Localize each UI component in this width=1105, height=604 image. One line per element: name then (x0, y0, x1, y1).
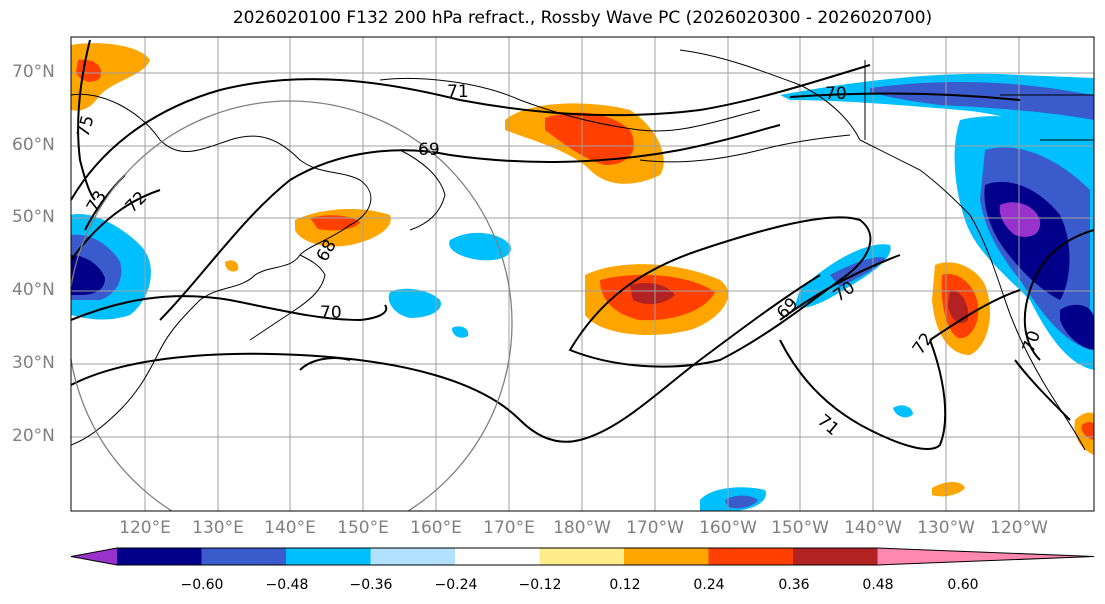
lon-label: 180°W (553, 518, 611, 538)
lat-label: 40°N (12, 280, 55, 300)
colorbar-extend-low (71, 548, 117, 565)
contour-na-2 (1014, 359, 1071, 421)
coast-asia (71, 93, 372, 446)
contour-na-1 (1023, 229, 1094, 361)
coast-canada-interior (864, 60, 1094, 141)
contour-label: 70 (825, 84, 847, 104)
shade-asia-nw (71, 43, 150, 111)
colorbar-segment (286, 548, 371, 565)
contour-72-west (71, 189, 161, 261)
lon-label: 120°E (119, 518, 171, 538)
lon-label: 120°W (990, 518, 1048, 538)
lon-label: 150°W (771, 518, 829, 538)
colorbar-tick-label: 0.48 (862, 577, 894, 593)
contour-label: 71 (447, 82, 469, 102)
colorbar-tick-label: −0.12 (518, 577, 562, 593)
colorbar-outline (70, 547, 1095, 566)
shade-japan-east-3 (452, 326, 469, 338)
contour-small-japan (299, 357, 351, 371)
contour-70-ne (789, 92, 1021, 101)
lat-label: 70°N (12, 62, 55, 82)
colorbar-tick-label: 0.12 (609, 577, 641, 593)
lat-label: 20°N (12, 426, 55, 446)
colorbar-tick-label: 0.36 (778, 577, 810, 593)
shade-ne-pac-dark (948, 290, 969, 324)
shade-na-north-dark (870, 82, 1094, 120)
lon-label: 170°E (483, 518, 535, 538)
contour-75 (77, 39, 96, 201)
shade-pac-south-dark (725, 495, 758, 509)
colorbar-tick-label: −0.60 (180, 577, 224, 593)
lon-label: 130°E (192, 518, 244, 538)
shade-asia-west-dark (71, 255, 105, 295)
contour-70-east (779, 254, 901, 321)
colorbar-tick-label: 0.24 (693, 577, 725, 593)
coast-kamchatka (399, 149, 446, 231)
colorbar-extend-high (877, 548, 1094, 565)
colorbar (70, 547, 1095, 566)
shade-ne-pac-small (932, 482, 965, 497)
graticule (71, 37, 1094, 511)
colorbar-segment (793, 548, 878, 565)
colorbar-segment (624, 548, 709, 565)
coast-alaska (679, 49, 971, 216)
lon-label: 150°E (337, 518, 389, 538)
lon-label: 170°W (626, 518, 684, 538)
coast-japan (249, 254, 326, 341)
colorbar-tick-label: 0.60 (947, 577, 979, 593)
contour-circle-south (71, 274, 821, 443)
contour-72-east (929, 289, 1021, 341)
lat-label: 50°N (12, 207, 55, 227)
shade-na-south (1060, 304, 1094, 350)
contour-71-east (779, 339, 947, 450)
colorbar-segment (539, 548, 625, 565)
coastlines (71, 49, 1094, 451)
contour-71-north (71, 64, 871, 201)
colorbar-segment (455, 548, 540, 565)
coast-na-west (969, 214, 1086, 451)
lon-label: 160°W (699, 518, 757, 538)
contours (71, 39, 1094, 450)
lat-label: 30°N (12, 353, 55, 373)
colorbar-tick-label: −0.48 (265, 577, 309, 593)
contour-70-west (71, 295, 388, 322)
lon-label: 140°E (264, 518, 316, 538)
colorbar-tick-label: −0.24 (434, 577, 478, 593)
reference-circle (71, 100, 513, 511)
shade-na-core (999, 202, 1041, 237)
shade-pac-small (893, 405, 913, 418)
colorbar-segment (708, 548, 794, 565)
lon-label: 160°E (410, 518, 462, 538)
shade-mid-pac-dark (630, 283, 675, 305)
lat-label: 60°N (12, 135, 55, 155)
shade-japan-spot (225, 260, 239, 272)
colorbar-segment (370, 548, 456, 565)
coast-aleutians (639, 134, 851, 163)
colorbar-tick-label: −0.36 (349, 577, 393, 593)
lon-label: 140°W (844, 518, 902, 538)
contour-label: 69 (418, 140, 440, 160)
coast-siberia (379, 77, 761, 132)
contour-pac-loop (568, 216, 872, 368)
lon-label: 130°W (917, 518, 975, 538)
colorbar-segment (117, 548, 202, 565)
contour-69-north (159, 124, 781, 321)
colorbar-segment (201, 548, 287, 565)
shade-japan-east-1 (388, 288, 441, 318)
map-title: 2026020100 F132 200 hPa refract., Rossby… (232, 8, 933, 28)
plot-border (70, 36, 1095, 512)
shade-baja-red (1081, 421, 1094, 440)
contour-label: 70 (320, 303, 342, 323)
